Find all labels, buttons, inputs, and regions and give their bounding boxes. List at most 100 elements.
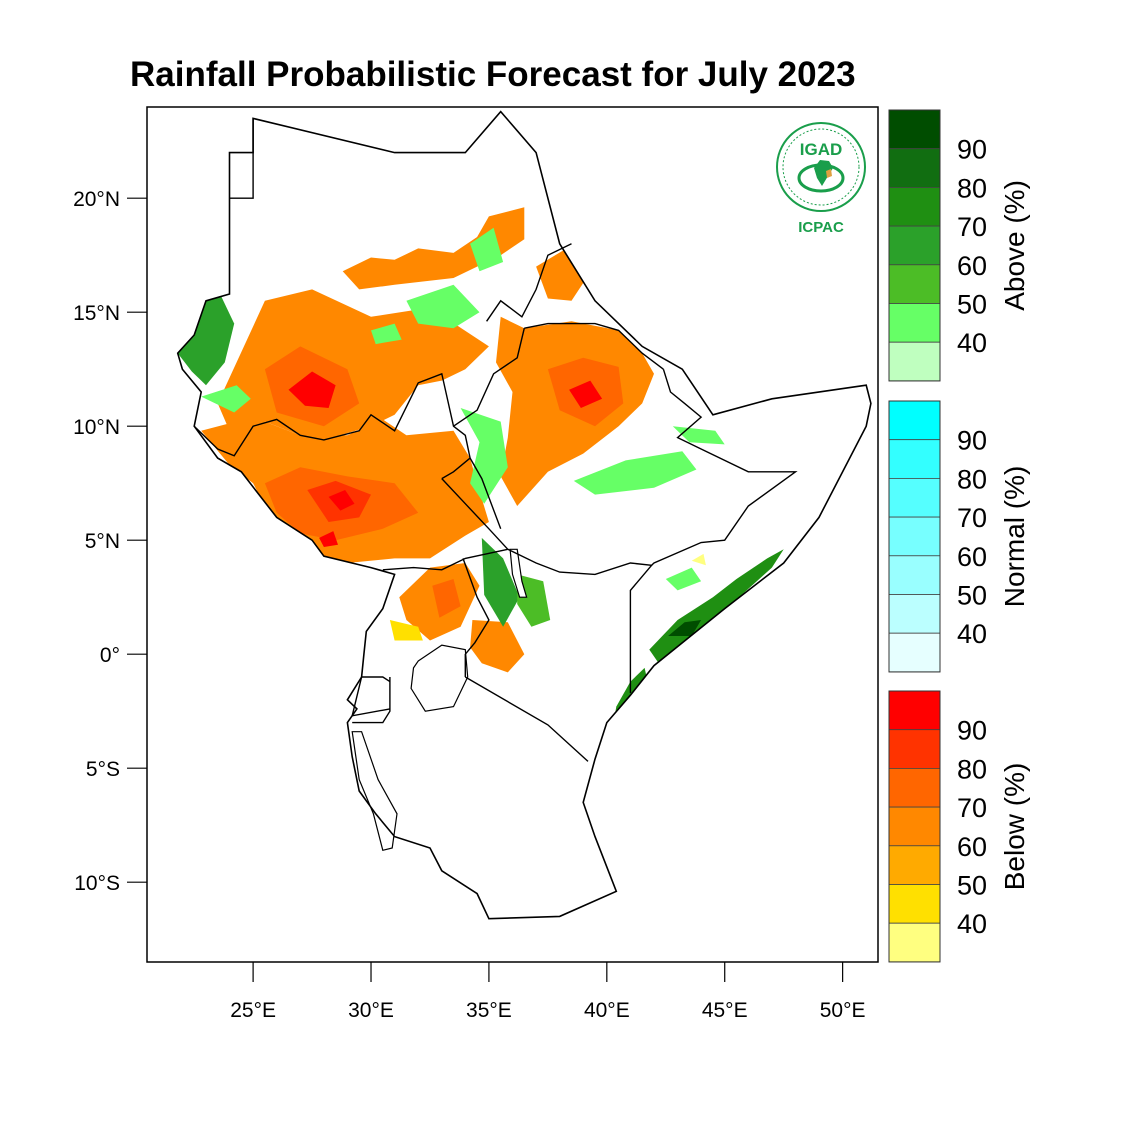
colorbar-above-tick-0: 90	[957, 135, 987, 165]
forecast-fill	[177, 207, 784, 734]
colorbars: 90 80 70 60 50 40 Above (%) 90 80 70 60 50 40 Normal …	[888, 109, 1030, 963]
colorbar-above-tick-5: 40	[957, 328, 987, 358]
lake-outline-2	[509, 548, 528, 598]
lake-outline-0	[410, 644, 469, 712]
country-border-10	[507, 548, 653, 693]
colorbar-below-segment-3	[888, 806, 941, 847]
colorbar-above-segment-4	[888, 264, 941, 304]
igad-icpac-logo: IGAD ICPAC	[776, 122, 866, 236]
lat-tick-label-1: 15°N	[73, 302, 120, 325]
colorbar-below-segment-0	[888, 690, 941, 731]
country-border-11	[651, 368, 798, 566]
lat-tick-label-6: 10°S	[74, 872, 120, 895]
country-border-1	[193, 372, 471, 480]
colorbar-normal-segment-4	[888, 555, 941, 595]
colorbar-below-border	[888, 690, 941, 963]
map-frame	[146, 106, 879, 963]
above-normal-area-23	[573, 451, 697, 495]
above-normal-area-18	[201, 385, 251, 413]
colorbar-normal-segment-0	[888, 400, 941, 441]
below-normal-area-6	[328, 490, 355, 511]
above-normal-area-28	[668, 620, 702, 636]
country-border-3	[382, 548, 508, 571]
below-normal-area-14	[432, 579, 461, 618]
lat-tick-label-4: 0°	[100, 644, 120, 667]
lon-tick-label-2: 35°E	[466, 999, 512, 1022]
above-normal-area-22	[460, 408, 508, 504]
colorbar-normal: 90 80 70 60 50 40 Normal (%)	[888, 400, 1030, 673]
colorbar-above-tick-3: 60	[957, 251, 987, 281]
above-normal-area-25	[481, 537, 520, 627]
above-normal-area-26	[517, 574, 551, 627]
below-normal-area-11	[569, 380, 603, 408]
colorbar-above: 90 80 70 60 50 40 Above (%)	[888, 109, 1030, 382]
country-border-12	[486, 243, 572, 322]
lon-tick-label-5: 50°E	[820, 999, 866, 1022]
colorbar-below-tick-4: 50	[957, 871, 987, 901]
colorbar-below-segment-2	[888, 768, 941, 808]
country-border-2	[441, 478, 509, 550]
below-normal-area-16	[389, 620, 423, 641]
colorbar-normal-segment-2	[888, 477, 941, 518]
colorbar-normal-border	[888, 400, 941, 673]
country-border-5	[464, 676, 589, 762]
below-normal-area-7	[319, 531, 338, 547]
below-normal-area-15	[470, 620, 525, 673]
lat-tick-label-3: 5°N	[85, 530, 120, 553]
colorbar-normal-label: Normal (%)	[999, 466, 1030, 608]
colorbar-normal-segment-5	[888, 594, 941, 634]
colorbar-above-tick-1: 80	[957, 173, 987, 203]
lon-tick-label-3: 40°E	[584, 999, 630, 1022]
lon-tick-label-1: 30°E	[348, 999, 394, 1022]
lat-tick-label-5: 5°S	[86, 758, 120, 781]
colorbar-below-segment-4	[888, 845, 941, 885]
colorbar-above-label: Above (%)	[999, 180, 1030, 311]
colorbar-normal-tick-4: 50	[957, 581, 987, 611]
logo-top-text: IGAD	[800, 140, 843, 159]
colorbar-normal-tick-3: 60	[957, 542, 987, 572]
below-normal-area-31	[691, 553, 706, 566]
lat-tick-label-2: 10°N	[73, 416, 120, 439]
below-normal-area-2	[288, 371, 336, 408]
colorbar-below-label: Below (%)	[999, 763, 1030, 891]
colorbar-above-border	[888, 109, 941, 382]
country-border-9	[524, 322, 664, 370]
colorbar-normal-tick-1: 80	[957, 464, 987, 494]
country-border-14	[469, 457, 502, 530]
colorbar-below: 90 80 70 60 50 40 Below (%)	[888, 690, 1030, 963]
colorbar-normal-segment-3	[888, 516, 941, 557]
country-border-4	[462, 558, 490, 677]
region-outline	[176, 110, 872, 920]
above-normal-area-30	[665, 567, 702, 591]
chart-title: Rainfall Probabilistic Forecast for July…	[130, 55, 856, 94]
colorbar-above-tick-2: 70	[957, 212, 987, 242]
above-normal-area-21	[371, 323, 402, 345]
above-normal-area-19	[406, 284, 480, 329]
colorbar-below-segment-5	[888, 884, 941, 924]
colorbar-below-tick-5: 40	[957, 909, 987, 939]
colorbar-normal-segment-6	[888, 632, 941, 673]
logo-bottom-text: ICPAC	[798, 219, 844, 236]
colorbar-normal-tick-2: 70	[957, 503, 987, 533]
colorbar-above-segment-6	[888, 341, 941, 382]
country-border-7	[352, 677, 391, 724]
lon-tick-label-0: 25°E	[230, 999, 276, 1022]
country-border-13	[453, 328, 525, 427]
colorbar-below-segment-6	[888, 922, 941, 963]
colorbar-below-tick-0: 90	[957, 716, 987, 746]
above-normal-area-20	[470, 227, 504, 272]
colorbar-below-segment-1	[888, 729, 941, 769]
lon-tick-label-4: 45°E	[702, 999, 748, 1022]
colorbar-above-segment-0	[888, 109, 941, 150]
below-normal-area-8	[342, 207, 525, 290]
map-area	[176, 110, 872, 920]
colorbar-normal-segment-1	[888, 439, 941, 479]
country-border-6	[361, 676, 391, 683]
colorbar-above-segment-2	[888, 186, 941, 227]
colorbar-normal-tick-0: 90	[957, 426, 987, 456]
colorbar-above-segment-1	[888, 148, 941, 188]
colorbar-above-tick-4: 50	[957, 290, 987, 320]
colorbar-below-tick-2: 70	[957, 793, 987, 823]
colorbar-below-tick-1: 80	[957, 754, 987, 784]
